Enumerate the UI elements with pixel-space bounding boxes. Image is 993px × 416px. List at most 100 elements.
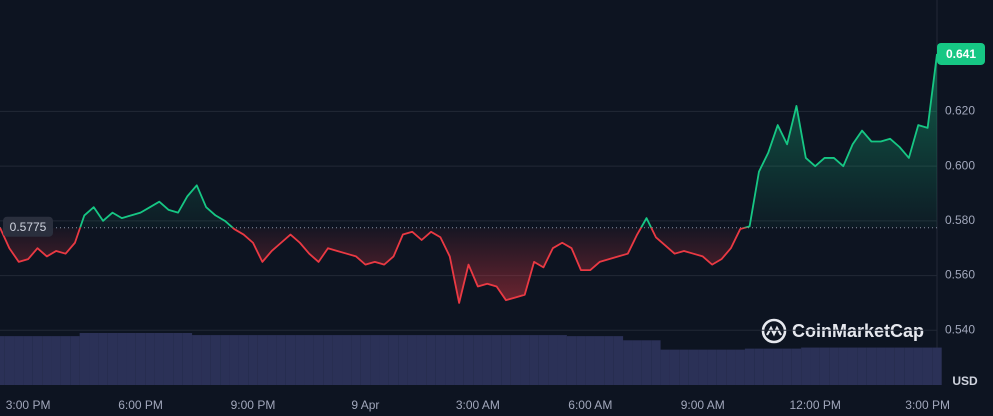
y-tick-label: 0.560 (945, 268, 975, 282)
x-tick-label: 12:00 PM (790, 398, 841, 412)
x-tick-label: 9 Apr (351, 398, 379, 412)
volume-bar (651, 340, 661, 385)
volume-bar (679, 349, 689, 385)
x-tick-label: 6:00 PM (118, 398, 163, 412)
volume-bar (238, 335, 249, 385)
volume-bar (876, 347, 886, 385)
volume-bar (342, 335, 352, 385)
volume-bar (613, 336, 624, 385)
x-tick-label: 3:00 AM (456, 398, 500, 412)
volume-bar (707, 349, 717, 385)
volume-bar (370, 335, 380, 385)
volume-bar (904, 347, 914, 385)
x-tick-label: 3:00 PM (905, 398, 950, 412)
volume-bar (576, 336, 586, 385)
y-tick-label: 0.620 (945, 104, 975, 118)
volume-bar (716, 349, 727, 385)
logo-mark (766, 325, 782, 337)
volume-bar (604, 336, 614, 385)
volume-bar (473, 335, 483, 385)
volume-bar (182, 333, 193, 385)
y-tick-label: 0.540 (945, 322, 975, 336)
volume-bar (754, 348, 764, 385)
y-tick-label: 0.580 (945, 213, 975, 227)
volume-bar (398, 335, 408, 385)
volume-bar (360, 335, 371, 385)
volume-bar (220, 335, 230, 385)
volume-bar (623, 340, 633, 385)
volume-bar (267, 335, 277, 385)
volume-bar (838, 347, 848, 385)
volume-bar (791, 348, 802, 385)
volume-bar (922, 347, 933, 385)
volume-bar (192, 335, 202, 385)
volume-bar (435, 335, 446, 385)
volume-bar (847, 347, 858, 385)
volume-bar (857, 347, 867, 385)
x-tick-label: 3:00 PM (6, 398, 51, 412)
volume-bar (42, 336, 52, 385)
volume-bar (135, 333, 146, 385)
volume-bar (51, 336, 61, 385)
volume-bar (688, 349, 699, 385)
last-price-label: 0.641 (946, 47, 976, 61)
volume-bar (491, 335, 502, 385)
volume-bar (801, 347, 811, 385)
volume-bar (0, 336, 5, 385)
volume-bar (117, 333, 127, 385)
volume-bar (98, 333, 108, 385)
x-tick-label: 9:00 PM (231, 398, 276, 412)
volume-bar (932, 347, 942, 385)
volume-bar (744, 348, 755, 385)
volume-bar (60, 336, 71, 385)
volume-bar (520, 335, 530, 385)
volume-bar (295, 335, 305, 385)
volume-bar (248, 335, 258, 385)
volume-bar (285, 335, 296, 385)
volume-bar (669, 349, 680, 385)
volume-bar (632, 340, 642, 385)
volume-bar (726, 349, 736, 385)
volume-bar (201, 335, 211, 385)
volume-bar (810, 347, 820, 385)
volume-bar (829, 347, 839, 385)
volume-bar (426, 335, 436, 385)
volume-bar (79, 333, 90, 385)
volume-bar (32, 336, 43, 385)
volume-bar (145, 333, 155, 385)
volume-bar (819, 347, 830, 385)
x-tick-label: 9:00 AM (681, 398, 725, 412)
volume-bar (594, 336, 605, 385)
volume-bar (14, 336, 24, 385)
volume-bar (229, 335, 239, 385)
volume-bar (332, 335, 343, 385)
volume-bar (89, 333, 99, 385)
volume-bar (257, 335, 268, 385)
unit-label: USD (952, 374, 978, 388)
volume-bar (698, 349, 708, 385)
volume-bar (529, 335, 539, 385)
last-price-bg (937, 42, 985, 65)
volume-bar (323, 335, 333, 385)
volume-bar (548, 335, 558, 385)
volume-bar (163, 333, 174, 385)
volume-bar (463, 335, 474, 385)
volume-bar (313, 335, 324, 385)
volume-bar (379, 335, 389, 385)
volume-bar (210, 335, 221, 385)
volume-bar (407, 335, 417, 385)
volume-bar (510, 335, 521, 385)
volume-bar (107, 333, 118, 385)
volume-bar (885, 347, 895, 385)
x-tick-label: 6:00 AM (568, 398, 612, 412)
y-tick-label: 0.600 (945, 158, 975, 172)
volume-bar (735, 349, 745, 385)
volume-bar (866, 347, 877, 385)
volume-bar (763, 348, 774, 385)
volume-bar (641, 340, 652, 385)
volume-bar (454, 335, 464, 385)
volume-bar (126, 333, 136, 385)
volume-bar (538, 335, 549, 385)
brand-logo: CoinMarketCap (761, 318, 924, 344)
volume-bar (501, 335, 511, 385)
